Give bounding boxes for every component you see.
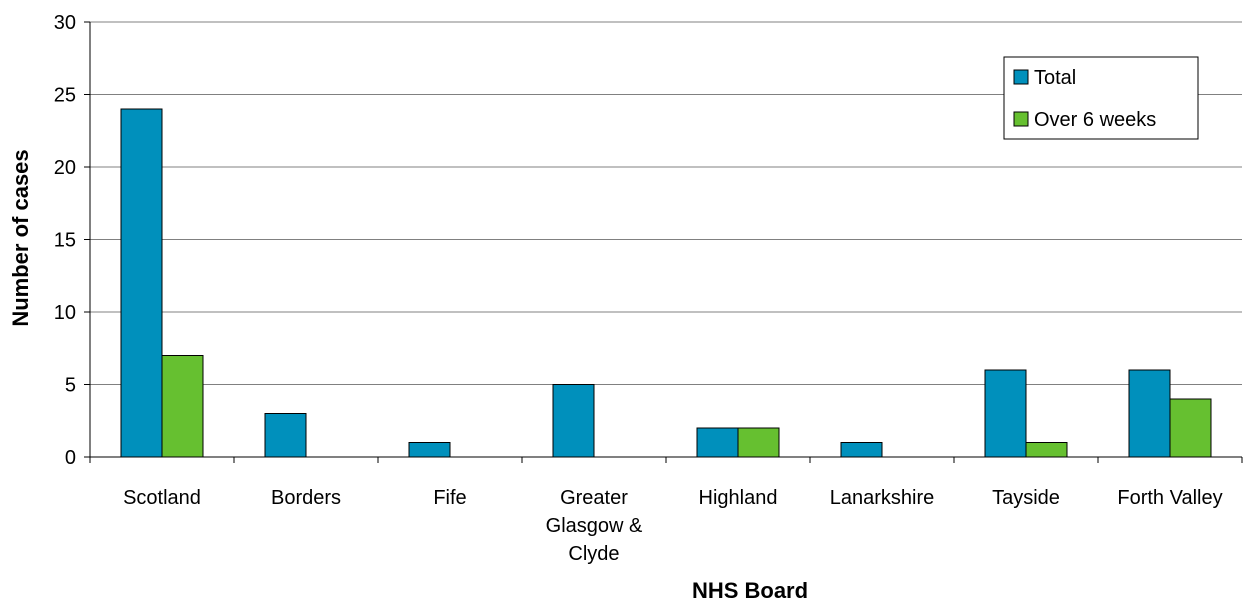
legend-swatch-total bbox=[1013, 69, 1029, 85]
x-tick-label-lanarkshire: Lanarkshire bbox=[830, 487, 935, 509]
x-tick-label-highland: Highland bbox=[699, 487, 778, 509]
legend: Total Over 6 weeks bbox=[1003, 56, 1199, 140]
bar-total-tayside bbox=[984, 369, 1027, 458]
y-tick-labels: 0 5 10 15 20 25 30 bbox=[54, 12, 76, 469]
y-tick-label: 30 bbox=[54, 12, 76, 34]
bar-over-6-weeks-tayside bbox=[1025, 442, 1068, 458]
bar-total-lanarkshire bbox=[840, 442, 883, 458]
bar-total-fife bbox=[408, 442, 451, 458]
y-axis-title: Number of cases bbox=[8, 149, 33, 326]
x-axis-title: NHS Board bbox=[692, 578, 808, 603]
bar-total-forth-valley bbox=[1128, 369, 1171, 458]
bars bbox=[120, 108, 1212, 458]
y-tick-label: 0 bbox=[65, 447, 76, 469]
bar-total-scotland bbox=[120, 108, 163, 458]
y-tick-label: 15 bbox=[54, 230, 76, 252]
x-tick-labels: Scotland Borders Fife Greater Glasgow & Clyde… bbox=[123, 487, 1223, 565]
bar-over-6-weeks-forth-valley bbox=[1169, 398, 1212, 458]
y-tick-label: 20 bbox=[54, 157, 76, 179]
y-tick-label: 5 bbox=[65, 375, 76, 397]
legend-label-total: Total bbox=[1034, 67, 1076, 89]
bar-total-greater-glasgow-clyde bbox=[552, 384, 595, 458]
legend-box bbox=[1003, 56, 1199, 140]
bar-total-borders bbox=[264, 413, 307, 458]
gridlines bbox=[90, 21, 1242, 385]
legend-swatch-over-6-weeks bbox=[1013, 111, 1029, 127]
bar-total-highland bbox=[696, 427, 739, 458]
x-tick-label-borders: Borders bbox=[271, 487, 341, 509]
y-tick-label: 10 bbox=[54, 302, 76, 324]
x-tick-label-fife: Fife bbox=[433, 487, 466, 509]
bar-over-6-weeks-scotland bbox=[161, 355, 204, 458]
legend-label-over-6-weeks: Over 6 weeks bbox=[1034, 109, 1156, 131]
x-tick-label-scotland: Scotland bbox=[123, 487, 201, 509]
x-tick-label-tayside: Tayside bbox=[992, 487, 1060, 509]
x-tick-label-forth-valley: Forth Valley bbox=[1117, 487, 1222, 509]
bar-over-6-weeks-highland bbox=[737, 427, 780, 458]
y-tick-label: 25 bbox=[54, 85, 76, 107]
x-tick-label-greater-glasgow-clyde: Greater Glasgow & Clyde bbox=[546, 487, 643, 565]
axes bbox=[84, 21, 1243, 463]
